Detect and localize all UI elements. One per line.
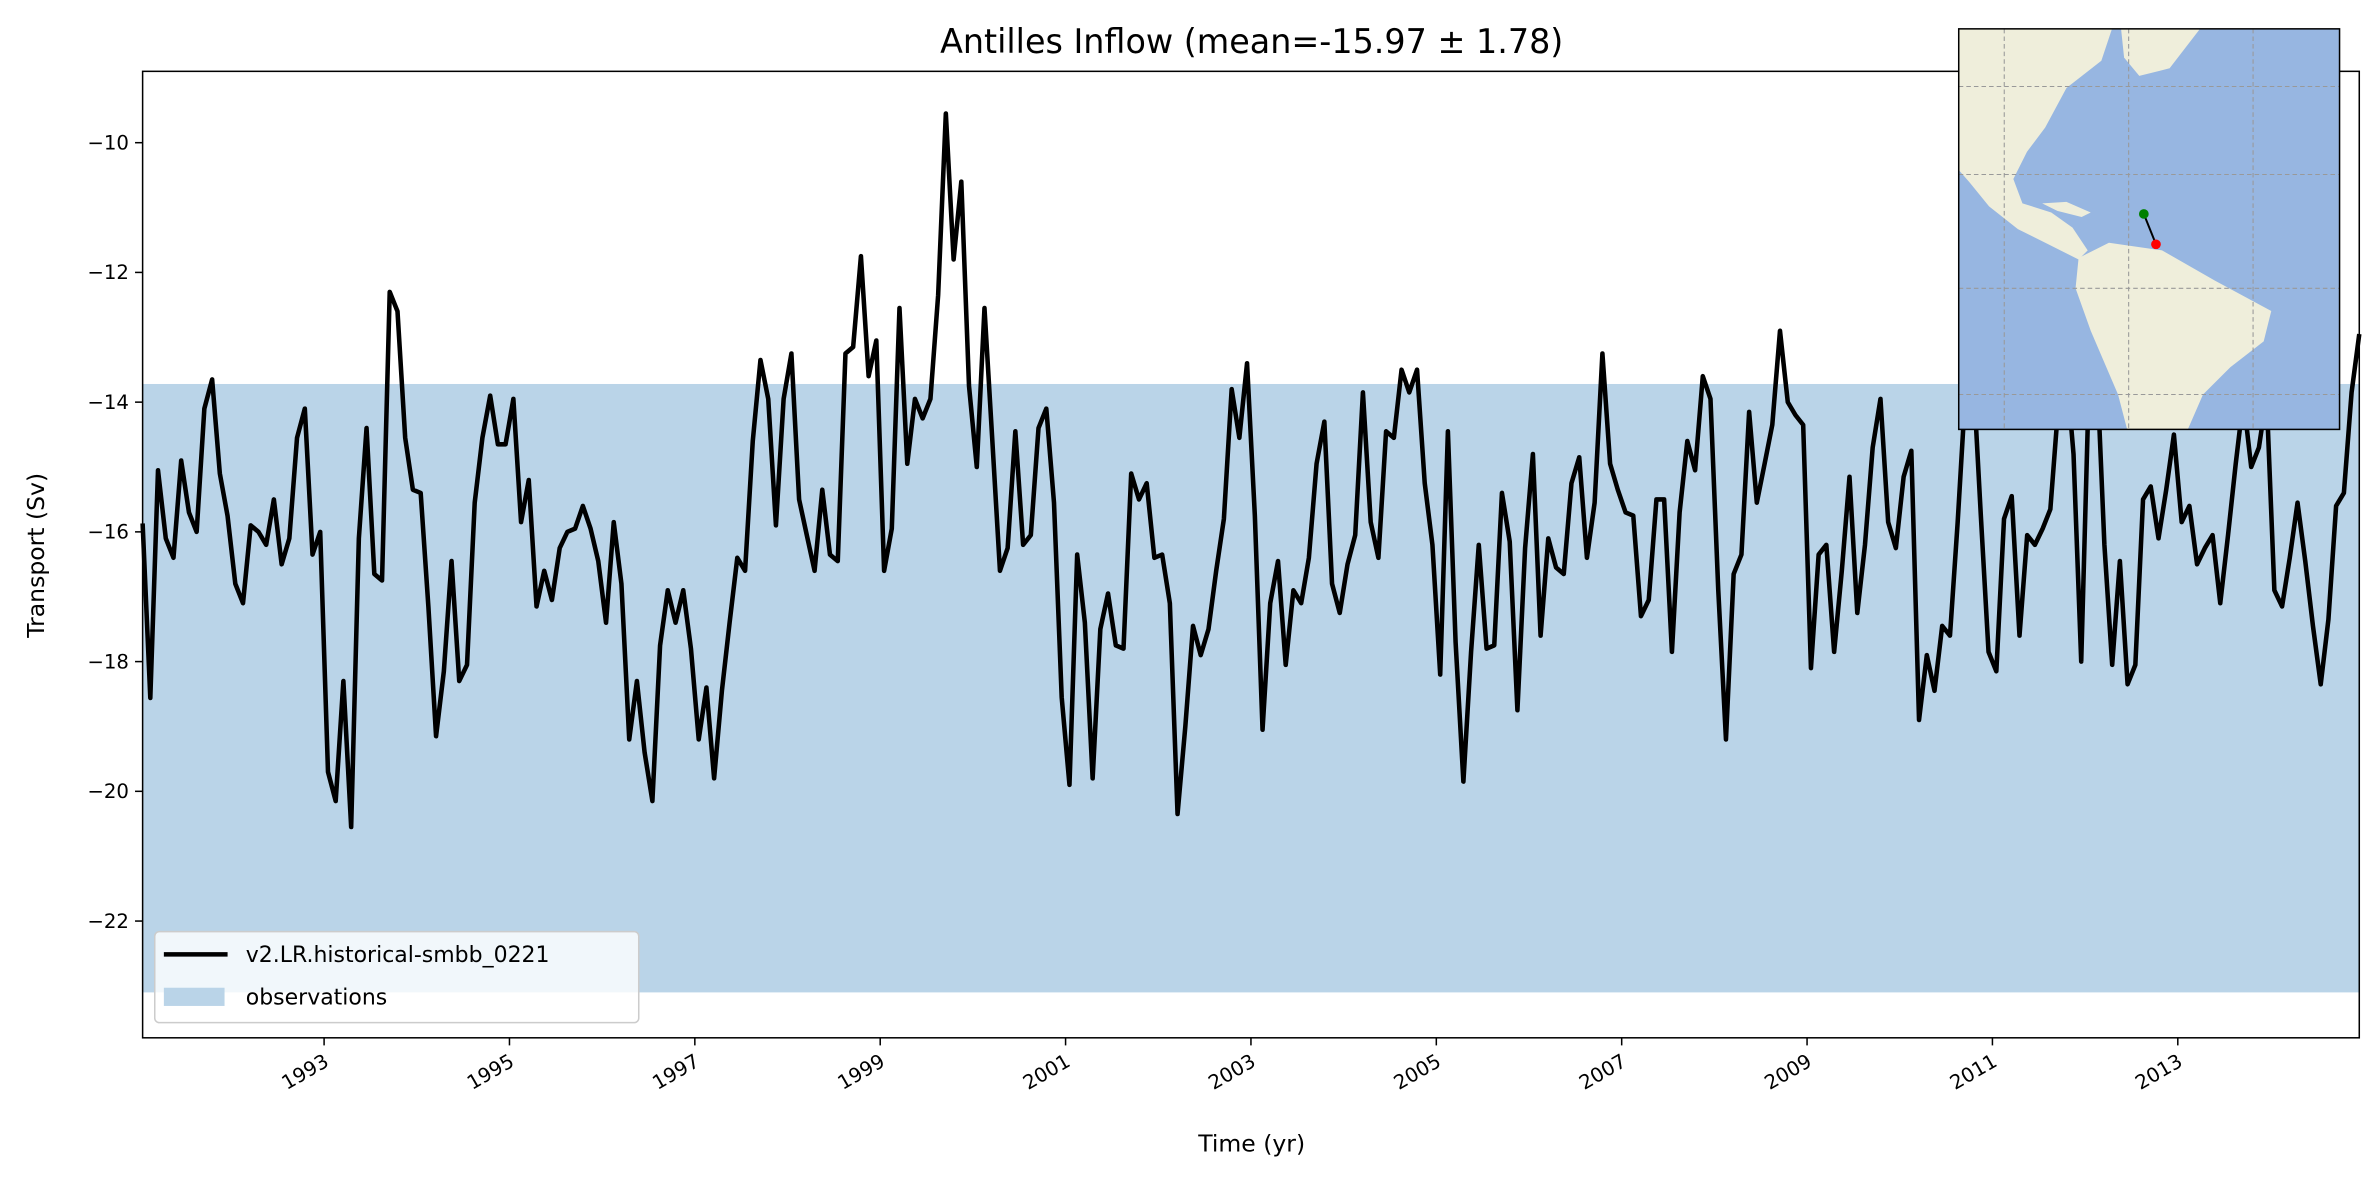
y-tick-label: −22 — [87, 910, 129, 933]
y-axis-label: Transport (Sv) — [22, 473, 50, 639]
x-axis-label: Time (yr) — [1197, 1130, 1305, 1158]
map — [1958, 28, 2340, 430]
greenland — [2121, 28, 2200, 76]
legend: v2.LR.historical-smbb_0221 observations — [153, 930, 640, 1024]
y-tick-label: −12 — [87, 261, 129, 284]
y-tick-label: −10 — [87, 132, 129, 155]
observation-band — [142, 383, 2360, 993]
section-line — [2142, 213, 2157, 245]
legend-frame — [153, 930, 640, 1024]
legend-patch — [163, 987, 225, 1006]
y-tick-label: −18 — [87, 650, 129, 673]
section-end — [2151, 239, 2161, 250]
cuba — [2042, 201, 2091, 217]
inset-frame — [1957, 28, 2341, 431]
y-tick-label: −16 — [87, 521, 129, 544]
legend-label: observations — [246, 985, 387, 1010]
section-start — [2138, 209, 2149, 219]
south-america — [2075, 242, 2272, 430]
y-tick-label: −14 — [87, 391, 129, 414]
inset-map — [1957, 28, 2341, 431]
chart-title: Antilles Inflow (mean=-15.97 ± 1.78) — [940, 22, 1563, 61]
legend-label: v2.LR.historical-smbb_0221 — [246, 943, 550, 968]
series-line — [140, 111, 2362, 830]
y-tick-label: −20 — [87, 780, 129, 803]
